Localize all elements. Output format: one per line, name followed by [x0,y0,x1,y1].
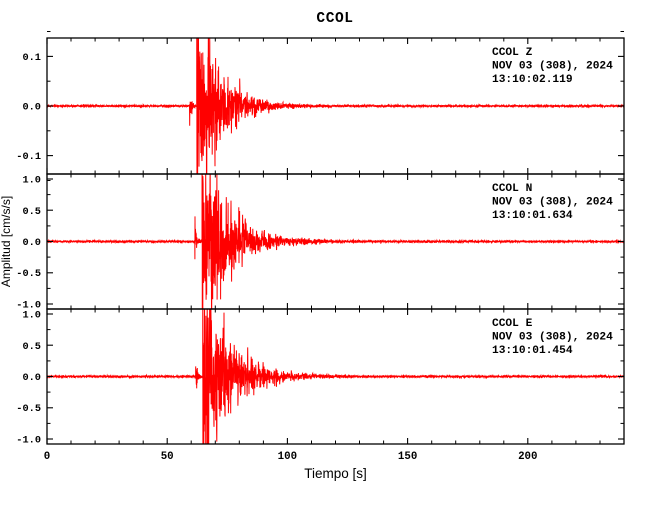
svg-text:Tiempo [s]: Tiempo [s] [304,466,367,481]
svg-text:-0.5: -0.5 [16,403,41,415]
svg-text:1.0: 1.0 [22,175,41,187]
svg-text:NOV 03 (308), 2024: NOV 03 (308), 2024 [492,197,613,209]
svg-text:100: 100 [278,451,297,463]
svg-text:0.0: 0.0 [22,237,41,249]
svg-text:CCOL Z: CCOL Z [492,47,533,59]
svg-text:-0.1: -0.1 [16,151,41,163]
svg-text:0.0: 0.0 [22,372,41,384]
svg-text:0.1: 0.1 [22,52,41,64]
svg-text:1.0: 1.0 [22,310,41,322]
svg-text:0: 0 [44,451,50,463]
svg-text:0.5: 0.5 [22,341,41,353]
svg-text:NOV 03 (308), 2024: NOV 03 (308), 2024 [492,61,613,73]
svg-text:13:10:01.634: 13:10:01.634 [492,210,573,222]
svg-text:200: 200 [518,451,537,463]
svg-text:0.5: 0.5 [22,206,41,218]
svg-text:-1.0: -1.0 [16,435,41,447]
svg-text:CCOL E: CCOL E [492,318,533,330]
svg-text:Amplitud [cm/s/s]: Amplitud [cm/s/s] [0,196,13,287]
svg-text:-0.5: -0.5 [16,268,41,280]
svg-text:150: 150 [398,451,417,463]
svg-text:CCOL: CCOL [316,11,353,27]
svg-text:13:10:01.454: 13:10:01.454 [492,345,573,357]
svg-text:13:10:02.119: 13:10:02.119 [492,74,573,86]
svg-text:50: 50 [161,451,174,463]
svg-text:0.0: 0.0 [22,102,41,114]
svg-text:NOV 03 (308), 2024: NOV 03 (308), 2024 [492,332,613,344]
svg-text:CCOL N: CCOL N [492,183,532,195]
